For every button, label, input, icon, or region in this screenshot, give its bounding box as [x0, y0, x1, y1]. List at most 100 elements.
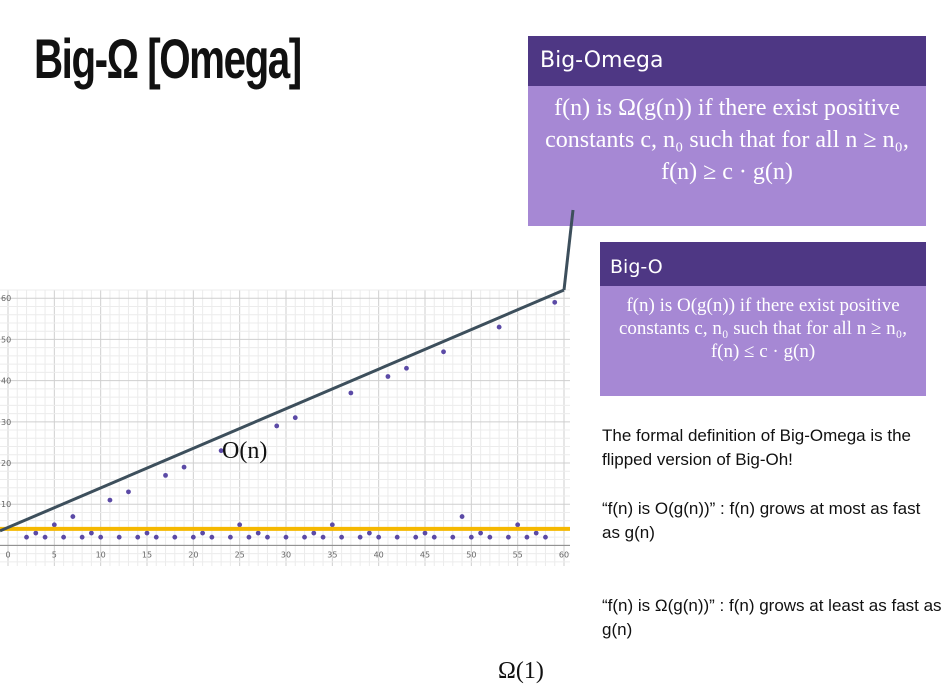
- data-point: [51, 522, 57, 528]
- x-tick-label: 30: [281, 550, 291, 559]
- data-point: [524, 534, 530, 540]
- x-tick-label: 15: [142, 550, 152, 559]
- data-point: [367, 530, 372, 536]
- data-point: [348, 390, 354, 396]
- y-tick-label: 60: [1, 294, 11, 303]
- big-o-line-3: f(n) ≤ c · g(n): [710, 341, 816, 362]
- data-point: [70, 514, 76, 519]
- big-omega-line-1: f(n) is Ω(g(n)) if there exist positive: [554, 95, 900, 121]
- data-point: [339, 534, 344, 540]
- data-point: [107, 497, 113, 503]
- data-point: [163, 472, 168, 478]
- data-point: [487, 534, 493, 540]
- data-point: [533, 530, 539, 536]
- data-point: [246, 534, 252, 540]
- x-tick-label: 5: [52, 550, 57, 559]
- y-tick-label: 40: [1, 377, 11, 386]
- data-point: [292, 415, 298, 421]
- data-point: [98, 534, 104, 540]
- chart-lines: [0, 288, 570, 533]
- y-tick-label: 20: [1, 459, 11, 468]
- data-point: [218, 448, 224, 454]
- data-point: [24, 534, 29, 540]
- data-point: [33, 530, 39, 536]
- data-point: [320, 534, 326, 540]
- y-tick-label: 10: [1, 500, 11, 509]
- data-point: [79, 534, 85, 540]
- data-point: [404, 365, 409, 371]
- data-point: [329, 522, 335, 528]
- data-point: [496, 324, 502, 330]
- data-point: [89, 530, 94, 536]
- x-tick-label: 35: [327, 550, 337, 559]
- data-point: [552, 299, 558, 305]
- explanation-paragraph-3: “f(n) is Ω(g(n))” : f(n) grows at least …: [602, 596, 942, 639]
- y-tick-label: 30: [1, 418, 11, 427]
- data-point: [450, 534, 456, 540]
- omega-of-1-label: Ω(1): [498, 658, 544, 684]
- chart-points: [24, 299, 558, 540]
- data-point: [431, 534, 437, 540]
- chart-grid: [0, 289, 570, 566]
- big-omega-definition: f(n) is Ω(g(n)) if there exist positive …: [528, 86, 926, 226]
- data-point: [413, 534, 419, 540]
- o-of-n-label: O(n): [222, 438, 268, 464]
- big-omega-line-2: constants c, n₀ such that for all n ≥ n₀…: [545, 127, 909, 153]
- slide-title: Big-Ω [Omega]: [34, 27, 302, 90]
- x-tick-label: 55: [513, 550, 523, 559]
- data-point: [543, 534, 548, 540]
- data-point: [42, 534, 48, 540]
- data-point: [144, 530, 150, 536]
- data-point: [172, 534, 178, 540]
- o-of-n-line: [0, 288, 565, 533]
- x-tick-label: 20: [188, 550, 198, 559]
- chart-ticks: 0 5 10 15 20 25 30 35 40 45 50 55 60 10 20 30 40 50 60: [1, 294, 569, 559]
- data-point: [274, 423, 280, 429]
- big-omega-definition-box: Big-Omega f(n) is Ω(g(n)) if there exist…: [528, 36, 926, 226]
- growth-chart: 0 5 10 15 20 25 30 35 40 45 50 55 60 10 20 30 40 50 60: [0, 288, 570, 566]
- big-o-line-2: constants c, n₀ such that for all n ≥ n₀…: [618, 318, 908, 339]
- data-point: [181, 464, 187, 470]
- data-point: [357, 534, 363, 540]
- big-o-heading: Big-O: [600, 242, 926, 286]
- big-o-line-1: f(n) is O(g(n)) if there exist positive: [626, 295, 900, 316]
- data-point: [394, 534, 400, 540]
- x-tick-label: 50: [466, 550, 476, 559]
- data-point: [153, 534, 159, 540]
- data-point: [515, 522, 521, 528]
- data-point: [209, 534, 215, 540]
- data-point: [265, 534, 270, 540]
- big-omega-heading: Big-Omega: [528, 36, 926, 86]
- data-point: [200, 530, 206, 536]
- data-point: [459, 514, 465, 519]
- y-tick-label: 50: [1, 335, 11, 344]
- data-point: [441, 349, 446, 355]
- data-point: [283, 534, 289, 540]
- x-tick-label: 10: [96, 550, 106, 559]
- x-tick-label: 45: [420, 550, 430, 559]
- data-point: [468, 534, 474, 540]
- data-point: [376, 534, 382, 540]
- data-point: [478, 530, 483, 536]
- data-point: [237, 522, 243, 528]
- data-point: [116, 534, 122, 540]
- x-tick-label: 60: [559, 550, 569, 559]
- data-point: [302, 534, 307, 540]
- data-point: [385, 374, 391, 379]
- big-o-definition: f(n) is O(g(n)) if there exist positive …: [600, 286, 926, 396]
- data-point: [422, 530, 428, 536]
- x-tick-label: 0: [5, 550, 10, 559]
- data-point: [190, 534, 196, 540]
- data-point: [126, 489, 131, 495]
- x-tick-label: 40: [374, 550, 384, 559]
- o-of-n-line-extension: [562, 209, 575, 291]
- explanation-paragraph-2: “f(n) is O(g(n))” : f(n) grows at most a…: [602, 499, 921, 542]
- data-point: [311, 530, 317, 536]
- data-point: [135, 534, 141, 540]
- data-point: [506, 534, 511, 540]
- big-omega-line-3: f(n) ≥ c · g(n): [661, 159, 793, 185]
- data-point: [228, 534, 233, 540]
- data-point: [255, 530, 261, 536]
- x-tick-label: 25: [235, 550, 245, 559]
